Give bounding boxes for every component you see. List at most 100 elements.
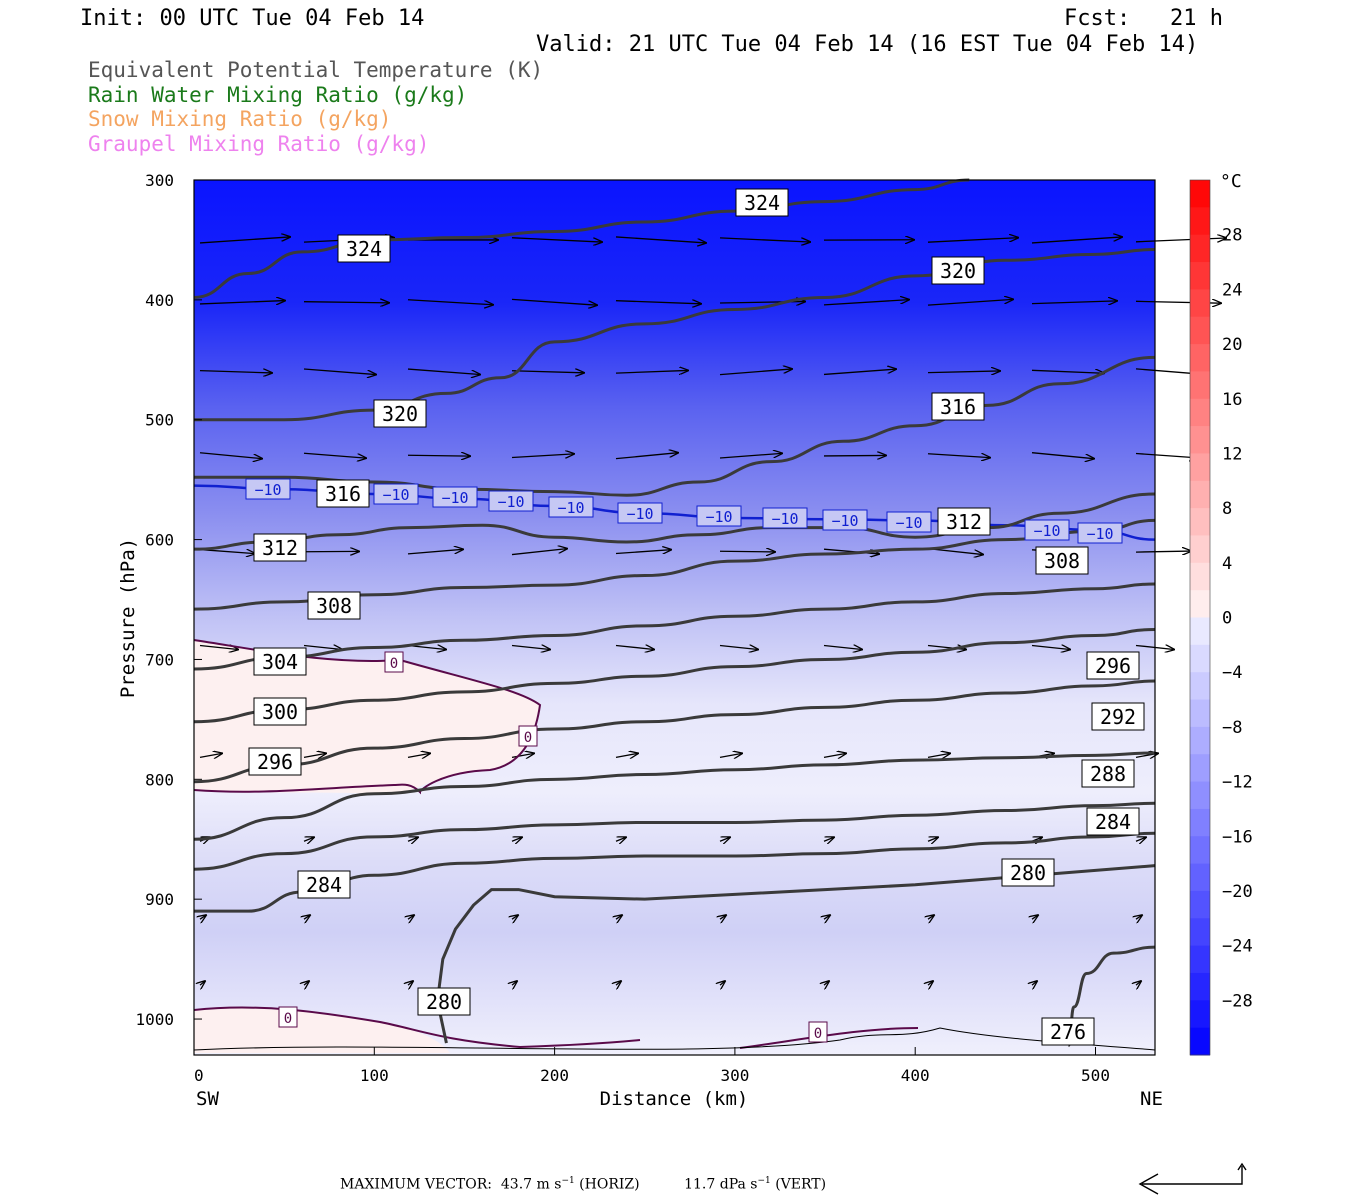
wind-vector (1031, 452, 1094, 459)
wind-vector (615, 753, 638, 757)
colorbar-step (1190, 781, 1210, 810)
zero-label-box (518, 725, 538, 747)
theta-e-contour-292 (193, 751, 1156, 841)
colorbar-step (1190, 398, 1210, 427)
colorbar-tick-label: −20 (1222, 882, 1253, 902)
colorbar-step (1190, 316, 1210, 345)
minus10-label-box (1024, 519, 1070, 541)
colorbar-tick-label: 12 (1222, 444, 1242, 464)
minus10-label-box (245, 478, 291, 500)
y-tick-label: 300 (145, 171, 174, 190)
wind-vector (615, 645, 654, 649)
wind-vector (615, 837, 626, 841)
zero-label: 0 (814, 1026, 822, 1042)
wind-vector (720, 981, 725, 985)
theta-e-label: 296 (257, 750, 293, 774)
minus10-label-box (822, 509, 868, 531)
x-tick-label: 500 (1081, 1066, 1110, 1085)
wind-vector (407, 549, 463, 555)
zero-isotherm-lower (193, 1006, 641, 1049)
wind-vector (1136, 915, 1142, 919)
wind-vector (719, 645, 758, 649)
colorbar-step (1190, 945, 1210, 974)
minus10-label-box (1077, 522, 1123, 544)
wind-vector (511, 645, 550, 649)
theta-e-contour-316 (193, 355, 1156, 497)
wind-vector (719, 753, 742, 757)
wind-vector (823, 837, 834, 841)
y-tick-label: 400 (145, 291, 174, 310)
theta-e-label: 296 (1095, 654, 1131, 678)
wind-vector (823, 369, 896, 376)
zero-label: 0 (524, 730, 532, 746)
colorbar-tick-label: 24 (1222, 280, 1242, 300)
theta-e-label: 300 (262, 700, 298, 724)
wind-vector (199, 237, 290, 244)
wind-vector (303, 837, 314, 841)
zero-label: 0 (390, 656, 398, 672)
wind-vector (1135, 452, 1198, 457)
colorbar-step (1190, 617, 1210, 646)
theta-e-label-box (1001, 858, 1055, 887)
minus10-label: −10 (254, 481, 281, 499)
theta-e-label-box (931, 392, 985, 421)
wind-vector (511, 298, 597, 305)
wind-vector (719, 237, 810, 242)
colorbar-step (1190, 1027, 1210, 1056)
zero-isotherm-upper (193, 639, 542, 795)
minus10-label: −10 (831, 512, 858, 530)
colorbar-tick-label: 0 (1222, 609, 1232, 629)
wind-vector (927, 453, 990, 458)
theta-e-label-box (253, 697, 307, 726)
wind-vector (615, 453, 678, 460)
wind-vector (927, 371, 1000, 373)
wind-vector (824, 981, 829, 985)
minus10-label: −10 (771, 510, 798, 528)
minus10-label-box (762, 507, 808, 529)
wind-vector (199, 452, 262, 459)
wind-vector (823, 455, 886, 456)
wind-vector (304, 981, 309, 985)
colorbar-frame (1189, 179, 1211, 1056)
y-tick-label: 900 (145, 890, 174, 909)
theta-e-contour-276 (1066, 945, 1156, 1047)
colorbar-tick-label: −12 (1222, 773, 1253, 793)
theta-e-label-box (316, 479, 370, 508)
colorbar-step (1190, 890, 1210, 919)
y-tick-label: 600 (145, 531, 174, 550)
fcst-label: Fcst: (1064, 6, 1131, 31)
y-axis-title: Pressure (hPa) (117, 538, 139, 698)
wind-vector (512, 915, 518, 919)
wind-vector (1032, 915, 1038, 919)
y-tick-label: 700 (145, 650, 174, 669)
colorbar-tick-label: −16 (1222, 827, 1253, 847)
colorbar-tick-label: 8 (1222, 499, 1232, 519)
wind-vector (303, 645, 342, 649)
wind-vector (823, 753, 846, 757)
colorbar-step (1190, 699, 1210, 728)
wind-vector (303, 452, 366, 458)
wind-vector (199, 548, 255, 554)
wind-vector (928, 915, 934, 919)
theta-e-label-box (253, 647, 307, 676)
minus10-label-box (373, 483, 419, 505)
theta-e-label: 316 (940, 395, 976, 419)
colorbar-step (1190, 918, 1210, 947)
minus10-label: −10 (1086, 525, 1113, 543)
init-time: Init: 00 UTC Tue 04 Feb 14 (80, 6, 425, 31)
zero-isotherm-right (739, 1027, 919, 1049)
theta-e-label-box (937, 507, 991, 536)
minus10-label: −10 (705, 508, 732, 526)
wind-vector (512, 981, 517, 985)
colorbar-tick-label: 4 (1222, 554, 1232, 574)
wind-vector (407, 753, 430, 757)
colorbar-step (1190, 754, 1210, 783)
wind-vector (199, 371, 272, 373)
colorbar-step (1190, 344, 1210, 372)
colorbar-tick-label: 28 (1222, 226, 1242, 246)
theta-e-label-box (1035, 546, 1089, 575)
theta-e-contour-308 (193, 518, 1156, 611)
theta-e-contours (193, 178, 1156, 1047)
colorbar-step (1190, 972, 1210, 1001)
